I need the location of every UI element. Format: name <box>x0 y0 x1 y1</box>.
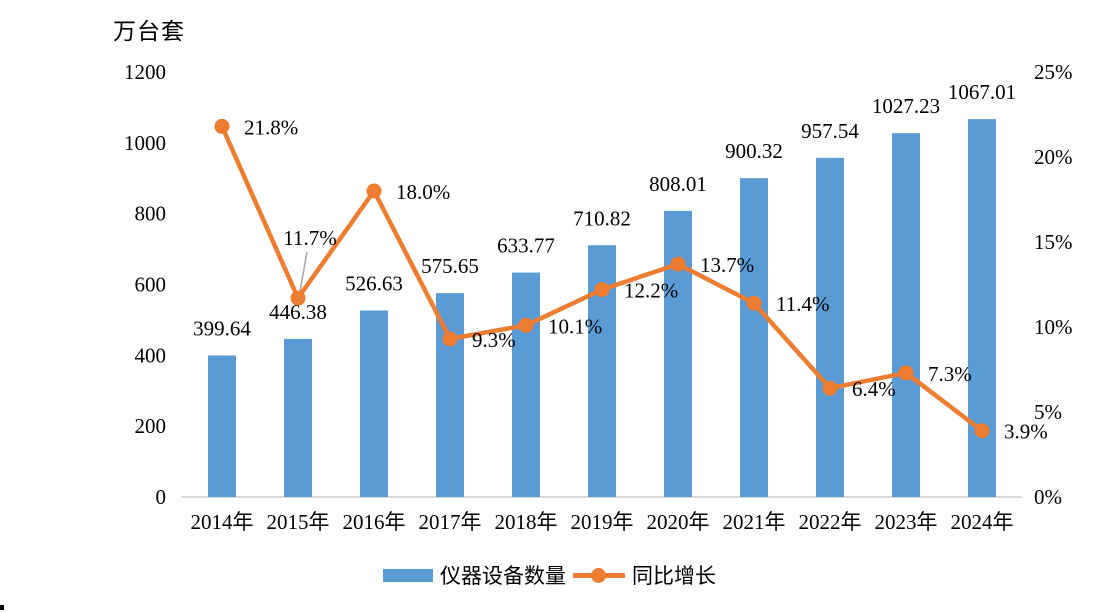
line-marker-2017年 <box>442 331 458 347</box>
line-value-label: 18.0% <box>396 180 450 204</box>
bar-2023年 <box>892 133 920 497</box>
bar-2014年 <box>208 355 236 497</box>
right-axis-tick-label: 25% <box>1034 60 1073 84</box>
line-marker-2023年 <box>898 365 914 381</box>
line-marker-2022年 <box>822 380 838 396</box>
left-axis-tick-label: 1000 <box>124 131 166 155</box>
line-marker-2021年 <box>746 295 762 311</box>
left-axis-tick-label: 0 <box>156 485 167 509</box>
right-axis-tick-label: 10% <box>1034 315 1073 339</box>
line-value-label: 13.7% <box>700 253 754 277</box>
line-marker-2015年 <box>290 290 306 306</box>
bar-value-label: 710.82 <box>573 206 631 230</box>
legend-bar-label: 仪器设备数量 <box>440 564 566 588</box>
right-axis-tick-label: 15% <box>1034 230 1073 254</box>
bar-2016年 <box>360 310 388 497</box>
label-leader-line <box>299 251 308 292</box>
left-axis-tick-label: 1200 <box>124 60 166 84</box>
right-axis-tick-label: 0% <box>1034 485 1062 509</box>
line-value-label: 21.8% <box>244 115 298 139</box>
legend: 仪器设备数量 同比增长 <box>0 560 1099 590</box>
x-axis-category-label: 2021年 <box>723 510 786 534</box>
line-value-label: 11.4% <box>776 292 829 316</box>
bar-value-label: 399.64 <box>193 316 251 340</box>
bar-2018年 <box>512 272 540 497</box>
line-marker-2016年 <box>366 183 382 199</box>
left-axis-tick-label: 200 <box>135 414 167 438</box>
legend-bar-swatch-icon <box>383 568 433 582</box>
left-axis-tick-label: 400 <box>135 343 167 367</box>
x-axis-category-label: 2014年 <box>191 510 254 534</box>
line-value-label: 3.9% <box>1004 420 1048 444</box>
bar-value-label: 575.65 <box>421 254 479 278</box>
line-value-label: 7.3% <box>928 362 972 386</box>
legend-line-label: 同比增长 <box>632 564 716 588</box>
x-axis-category-label: 2015年 <box>267 510 330 534</box>
line-value-label: 11.7% <box>283 226 336 250</box>
bar-value-label: 633.77 <box>497 234 555 258</box>
left-axis-title: 万台套 <box>113 19 185 44</box>
legend-line-dot <box>591 567 606 583</box>
line-value-label: 10.1% <box>548 314 602 338</box>
bar-value-label: 957.54 <box>801 119 859 143</box>
x-axis-category-label: 2017年 <box>419 510 482 534</box>
x-axis-category-label: 2016年 <box>343 510 406 534</box>
left-axis-tick-label: 800 <box>135 202 167 226</box>
x-axis-category-label: 2022年 <box>799 510 862 534</box>
right-axis-tick-label: 20% <box>1034 145 1073 169</box>
bar-value-label: 1067.01 <box>948 80 1016 104</box>
line-marker-2024年 <box>974 423 990 439</box>
line-marker-2018年 <box>518 317 534 333</box>
line-value-label: 12.2% <box>624 279 678 303</box>
bar-2020年 <box>664 210 692 498</box>
line-marker-2020年 <box>670 256 686 272</box>
bar-2015年 <box>284 338 312 497</box>
line-marker-2019年 <box>594 282 610 298</box>
left-axis-tick-label: 600 <box>135 273 167 297</box>
x-axis-category-label: 2023年 <box>875 510 938 534</box>
line-marker-2014年 <box>214 118 230 134</box>
bar-2021年 <box>740 178 768 498</box>
right-axis-tick-label: 5% <box>1034 400 1062 424</box>
stray-mark <box>0 605 4 610</box>
bar-2022年 <box>816 157 844 497</box>
line-value-label: 9.3% <box>472 328 516 352</box>
bar-value-label: 900.32 <box>725 139 783 163</box>
bar-2017年 <box>436 293 464 497</box>
x-axis-category-label: 2019年 <box>571 510 634 534</box>
line-value-label: 6.4% <box>852 377 896 401</box>
x-axis-category-label: 2020年 <box>647 510 710 534</box>
x-axis-category-label: 2024年 <box>951 510 1014 534</box>
legend-line-swatch-icon <box>573 567 625 583</box>
bar-value-label: 808.01 <box>649 172 707 196</box>
x-axis-category-label: 2018年 <box>495 510 558 534</box>
bar-2024年 <box>968 119 996 498</box>
bar-value-label: 1027.23 <box>872 94 940 118</box>
bar-value-label: 526.63 <box>345 271 403 295</box>
